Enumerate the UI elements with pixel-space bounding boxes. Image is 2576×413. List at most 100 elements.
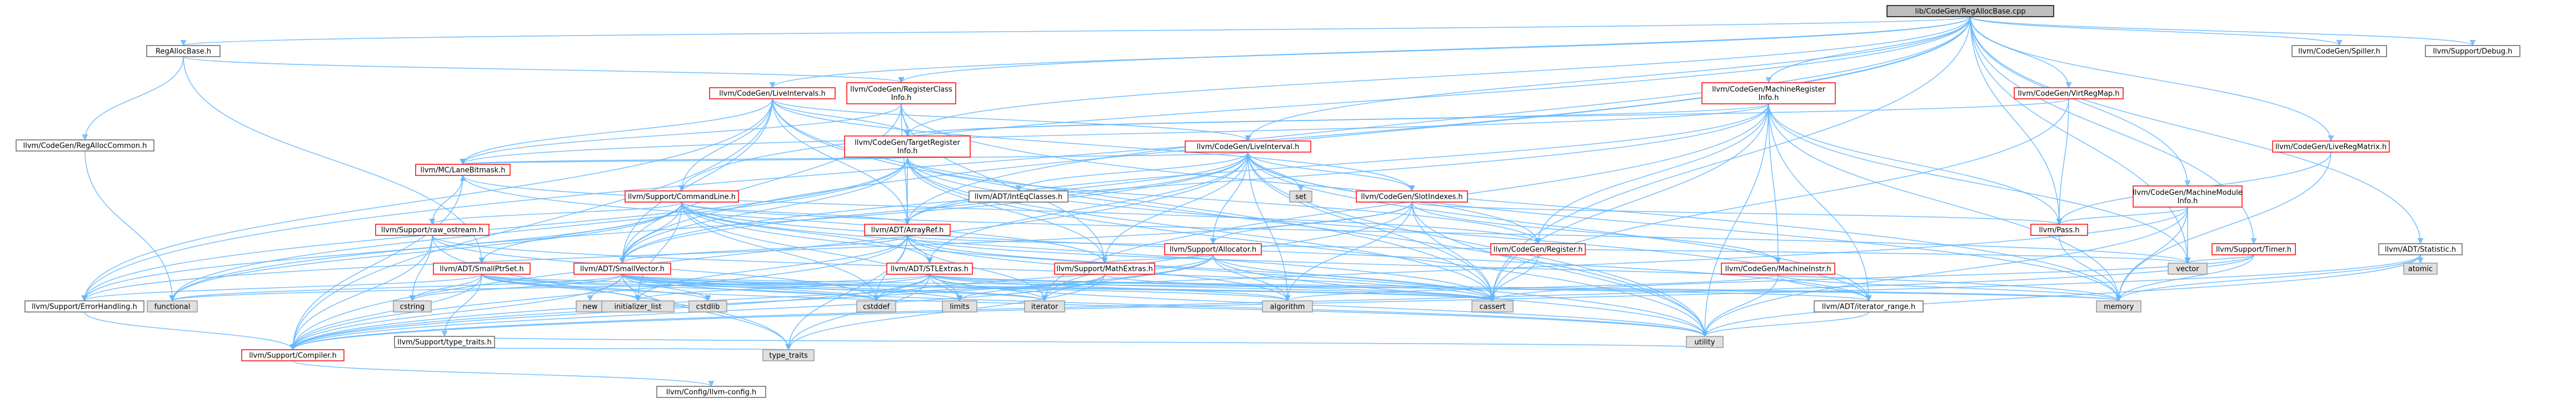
edge-register-to-mcbitmask <box>460 174 1539 244</box>
node-liveinterval[interactable]: llvm/CodeGen/LiveInterval.h <box>1185 140 1311 153</box>
edge-compiler-to-config <box>292 360 715 387</box>
edge-typetraits_h-to-utility <box>444 336 1707 349</box>
edge-cmdline-to-errorhandling <box>81 202 682 302</box>
edge-regclassinfo-to-smallvector <box>619 103 902 264</box>
node-box-mri <box>1701 82 1836 104</box>
node-box-rawostream <box>375 224 490 236</box>
edge-stlextras-to-functional <box>169 274 930 302</box>
node-timer[interactable]: llvm/Support/Timer.h <box>2211 243 2296 255</box>
edge-liveintervals-to-smallvector <box>619 98 773 264</box>
node-stlextras[interactable]: llvm/ADT/STLExtras.h <box>886 263 973 275</box>
node-box-regalloccommon <box>16 139 154 152</box>
node-regalloccommon[interactable]: llvm/CodeGen/RegAllocCommon.h <box>16 139 154 152</box>
node-label-liveintervals: llvm/CodeGen/LiveIntervals.h <box>719 90 825 98</box>
edge-smallptrset-to-utility <box>481 274 1708 338</box>
node-label-mmi: llvm/CodeGen/MachineModule <box>2133 189 2243 197</box>
edge-tri-to-register <box>907 157 1541 245</box>
node-slotindexes[interactable]: llvm/CodeGen/SlotIndexes.h <box>1356 190 1468 203</box>
edge-root-to-debug <box>1970 16 2476 47</box>
edge-machineinstr-to-iterrange <box>1778 274 1872 302</box>
node-arrayref[interactable]: llvm/ADT/ArrayRef.h <box>864 224 951 236</box>
node-box-initlist <box>601 300 675 313</box>
node-box-iterator <box>1024 300 1065 313</box>
node-smallptrset[interactable]: llvm/ADT/SmallPtrSet.h <box>433 263 531 275</box>
node-vector: vector <box>2168 263 2208 275</box>
edge-mri-to-pass <box>1768 103 2063 225</box>
node-label-spiller: llvm/CodeGen/Spiller.h <box>2298 48 2380 56</box>
node-label-cstring: cstring <box>400 303 425 311</box>
node-statistic[interactable]: llvm/ADT/Statistic.h <box>2378 243 2463 255</box>
edge-arrayref-to-smallvector <box>619 235 908 264</box>
node-label-new: new <box>583 303 598 311</box>
node-label-mri: Info.h <box>1759 94 1779 102</box>
edge-regallocbase-to-regclassinfo <box>183 56 905 84</box>
node-box-vrm <box>2014 87 2124 99</box>
edge-mathextras-to-cassert <box>1104 274 1496 302</box>
edge-cmdline-to-rawostream <box>429 202 682 225</box>
node-box-mmi <box>2133 185 2243 208</box>
edge-mri-to-machineinstr <box>1768 103 1781 264</box>
edge-vrm-to-tri <box>905 98 2069 137</box>
edge-root-to-liveintervals <box>769 16 1971 89</box>
node-box-typetraits <box>762 349 815 361</box>
node-label-mri: llvm/CodeGen/MachineRegister <box>1712 85 1826 94</box>
node-smallvector[interactable]: llvm/ADT/SmallVector.h <box>573 263 671 275</box>
node-rawostream[interactable]: llvm/Support/raw_ostream.h <box>375 224 490 236</box>
node-machineinstr[interactable]: llvm/CodeGen/MachineInstr.h <box>1721 263 1835 275</box>
node-box-smallvector <box>573 263 671 275</box>
edge-mri-to-mcbitmask <box>460 103 1769 165</box>
edge-mri-to-iterrange <box>1768 103 1872 302</box>
edge-liveintervals-to-liveinterval <box>772 98 1251 142</box>
node-label-arrayref: llvm/ADT/ArrayRef.h <box>871 226 944 235</box>
edge-tri-to-errorhandling <box>81 157 908 302</box>
node-pass[interactable]: llvm/Pass.h <box>2030 224 2088 236</box>
node-label-smallptrset: llvm/ADT/SmallPtrSet.h <box>440 265 523 274</box>
node-debug[interactable]: llvm/Support/Debug.h <box>2425 45 2520 57</box>
node-inteqclasses[interactable]: llvm/ADT/IntEqClasses.h <box>969 190 1069 203</box>
edge-tri-to-cassert <box>907 157 1496 302</box>
node-config[interactable]: llvm/Config/llvm-config.h <box>656 386 766 398</box>
node-box-cassert <box>1471 300 1514 313</box>
node-box-algorithm <box>1262 300 1313 313</box>
node-label-mmi: Info.h <box>2178 197 2198 205</box>
node-mathextras[interactable]: llvm/Support/MathExtras.h <box>1054 263 1155 275</box>
node-box-cstdlib <box>688 300 727 313</box>
node-label-compiler: llvm/Support/Compiler.h <box>249 352 336 360</box>
edge-mri-to-smallvector <box>619 103 1769 264</box>
node-cmdline[interactable]: llvm/Support/CommandLine.h <box>625 190 739 203</box>
edge-mcbitmask-to-mathextras <box>462 175 1108 264</box>
node-label-tri: Info.h <box>897 147 918 155</box>
node-liveintervals[interactable]: llvm/CodeGen/LiveIntervals.h <box>709 87 836 99</box>
node-label-iterrange: llvm/ADT/iterator_range.h <box>1822 303 1915 311</box>
node-livematrix[interactable]: llvm/CodeGen/LiveRegMatrix.h <box>2272 140 2390 153</box>
edge-liveintervals-to-errorhandling <box>81 98 773 302</box>
node-regallocbase[interactable]: RegAllocBase.h <box>146 45 221 57</box>
node-register[interactable]: llvm/CodeGen/Register.h <box>1490 243 1586 255</box>
node-compiler[interactable]: llvm/Support/Compiler.h <box>241 349 345 361</box>
node-box-liveintervals <box>709 87 836 99</box>
edge-rawostream-to-compiler <box>289 235 433 351</box>
node-vrm[interactable]: llvm/CodeGen/VirtRegMap.h <box>2014 87 2124 99</box>
edge-mri-to-cassert <box>1489 103 1769 302</box>
edge-mri-to-utility <box>1701 103 1769 338</box>
node-allocator[interactable]: llvm/Support/Allocator.h <box>1164 243 1262 255</box>
edge-smallvector-to-iterator <box>622 274 1048 302</box>
node-box-register <box>1490 243 1586 255</box>
edge-slotindexes-to-pass <box>1411 202 2063 225</box>
edge-liveinterval-to-mcbitmask <box>460 152 1249 165</box>
edge-root-to-spiller <box>1970 16 2343 47</box>
node-iterrange[interactable]: llvm/ADT/iterator_range.h <box>1814 300 1924 313</box>
edge-mmi-to-memory <box>2115 206 2188 302</box>
node-spiller[interactable]: llvm/CodeGen/Spiller.h <box>2292 45 2387 57</box>
node-mcbitmask[interactable]: llvm/MC/LaneBitmask.h <box>415 164 511 176</box>
node-errorhandling[interactable]: llvm/Support/ErrorHandling.h <box>24 300 144 313</box>
node-label-regclassinfo: Info.h <box>891 94 912 102</box>
node-typetraits_h[interactable]: llvm/Support/type_traits.h <box>394 336 495 348</box>
edge-mri-to-arrayref <box>904 103 1769 225</box>
edge-root-to-statistic <box>1970 16 2424 245</box>
node-box-mathextras <box>1054 263 1155 275</box>
